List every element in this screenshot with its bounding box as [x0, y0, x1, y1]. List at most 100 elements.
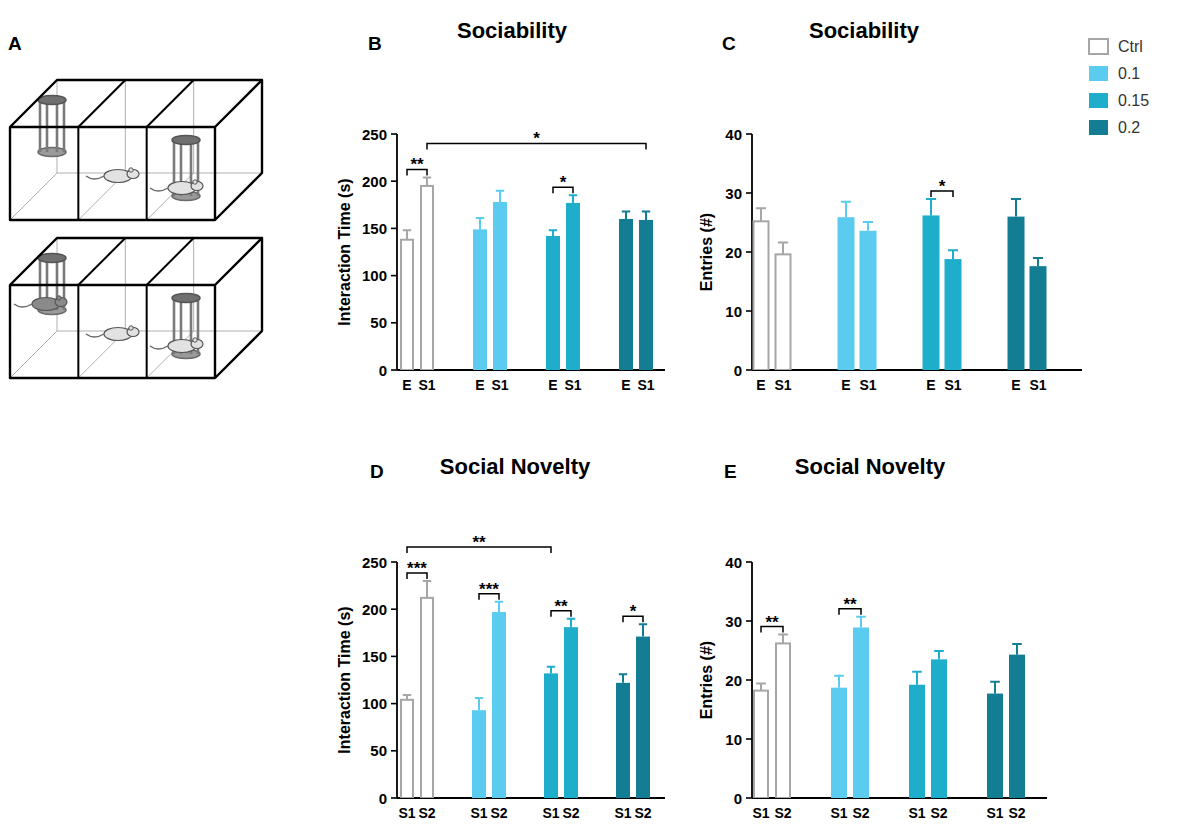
- error-bar: [403, 230, 411, 239]
- significance-label: **: [554, 597, 568, 616]
- x-tick-label: S1: [1029, 377, 1046, 393]
- chart-panel: DSocial NoveltyInteraction Time (s)05010…: [336, 454, 665, 821]
- significance-label: *: [560, 173, 567, 192]
- error-bar: [756, 684, 766, 691]
- x-tick-label: S2: [852, 805, 869, 821]
- y-tick-label: 200: [362, 173, 387, 190]
- bar: [838, 217, 855, 370]
- cylinder-top: [38, 96, 66, 105]
- cylinder-top: [172, 294, 200, 303]
- error-bar: [639, 624, 647, 636]
- x-tick-label: S1: [944, 377, 961, 393]
- y-tick-label: 250: [362, 126, 387, 143]
- series-group: Ctrl: [754, 208, 791, 370]
- x-tick-label: S1: [908, 805, 925, 821]
- y-tick-label: 100: [362, 267, 387, 284]
- figure: ABSociabilityInteraction Time (s)0501001…: [0, 0, 1184, 834]
- chart-title: Sociability: [809, 18, 920, 43]
- bar: [860, 231, 877, 370]
- error-bar: [1011, 199, 1021, 217]
- y-tick-label: 0: [734, 790, 742, 807]
- x-tick-label: S1: [491, 377, 508, 393]
- bar: [421, 598, 433, 798]
- x-tick-label: S1: [774, 377, 791, 393]
- chart-title: Social Novelty: [795, 454, 946, 479]
- x-tick-label: S2: [562, 805, 579, 821]
- error-bar: [423, 177, 431, 185]
- error-bar: [948, 250, 958, 259]
- bar: [401, 700, 413, 798]
- y-tick-label: 50: [370, 742, 387, 759]
- chart-panel: ESocial NoveltyEntries (#)010203040Ctrl0…: [698, 454, 1047, 821]
- chart-title: Sociability: [457, 18, 568, 43]
- mouse-ear: [129, 168, 133, 172]
- x-tick-label: S1: [614, 805, 631, 821]
- significance-label: *: [939, 177, 946, 196]
- x-tick-label: S2: [774, 805, 791, 821]
- series-group: 0.15: [544, 619, 578, 798]
- x-tick-label: S1: [564, 377, 581, 393]
- error-bar: [569, 195, 577, 203]
- panel-label: A: [8, 33, 22, 54]
- mouse-tail: [86, 176, 104, 179]
- y-tick-label: 30: [725, 613, 742, 630]
- series-group: 0.2: [616, 624, 650, 798]
- bar: [1009, 655, 1025, 798]
- error-bar: [856, 617, 866, 628]
- panel-label: E: [724, 461, 737, 482]
- mouse: [14, 296, 67, 311]
- error-bar: [549, 230, 557, 236]
- y-tick-label: 20: [725, 244, 742, 261]
- series-group: Ctrl: [401, 581, 433, 798]
- x-tick-label: S1: [986, 805, 1003, 821]
- cylinder-top: [38, 254, 66, 263]
- legend-swatch: [1089, 93, 1108, 108]
- mouse-tail: [86, 334, 104, 337]
- bar: [853, 627, 869, 798]
- error-bar: [495, 602, 503, 612]
- series-group: 0.1: [472, 602, 506, 798]
- bar: [493, 202, 507, 370]
- error-bar: [778, 243, 788, 255]
- error-bar: [756, 208, 766, 221]
- marks: Ctrl0.10.150.2: [401, 177, 653, 370]
- significance-label: **: [843, 595, 857, 614]
- bar: [1008, 217, 1025, 370]
- error-bar: [834, 676, 844, 688]
- box-outline: [10, 80, 262, 220]
- y-tick-label: 150: [362, 648, 387, 665]
- legend-label: 0.15: [1118, 92, 1149, 109]
- chart-panel: BSociabilityInteraction Time (s)05010015…: [336, 18, 665, 393]
- y-tick-label: 250: [362, 554, 387, 571]
- mouse-ear: [193, 338, 197, 342]
- bar: [754, 221, 769, 370]
- x-tick-label: S1: [637, 377, 654, 393]
- y-axis-title: Interaction Time (s): [336, 178, 353, 325]
- legend-swatch: [1089, 120, 1108, 135]
- significance-label: **: [765, 613, 779, 632]
- x-tick-label: S1: [542, 805, 559, 821]
- bar: [473, 229, 487, 370]
- x-tick-label: S2: [1008, 805, 1025, 821]
- chart-title: Social Novelty: [440, 454, 591, 479]
- y-tick-label: 50: [370, 314, 387, 331]
- series-group: 0.15: [546, 195, 580, 370]
- y-axis-title: Entries (#): [698, 213, 715, 291]
- error-bar: [926, 199, 936, 216]
- x-tick-label: S2: [634, 805, 651, 821]
- x-tick-label: E: [926, 377, 935, 393]
- x-tick-label: E: [621, 377, 630, 393]
- y-tick-label: 20: [725, 672, 742, 689]
- mouse: [86, 326, 139, 341]
- x-tick-label: E: [756, 377, 765, 393]
- bar: [923, 215, 940, 370]
- series-group: 0.2: [987, 644, 1025, 798]
- wall-top: [147, 238, 194, 285]
- mouse-ear: [57, 296, 61, 300]
- bar: [546, 236, 560, 370]
- x-tick-label: S1: [470, 805, 487, 821]
- mouse-ear: [129, 326, 133, 330]
- bar: [1030, 266, 1047, 370]
- x-tick-label: E: [1011, 377, 1020, 393]
- marks: Ctrl0.10.150.2: [754, 617, 1025, 798]
